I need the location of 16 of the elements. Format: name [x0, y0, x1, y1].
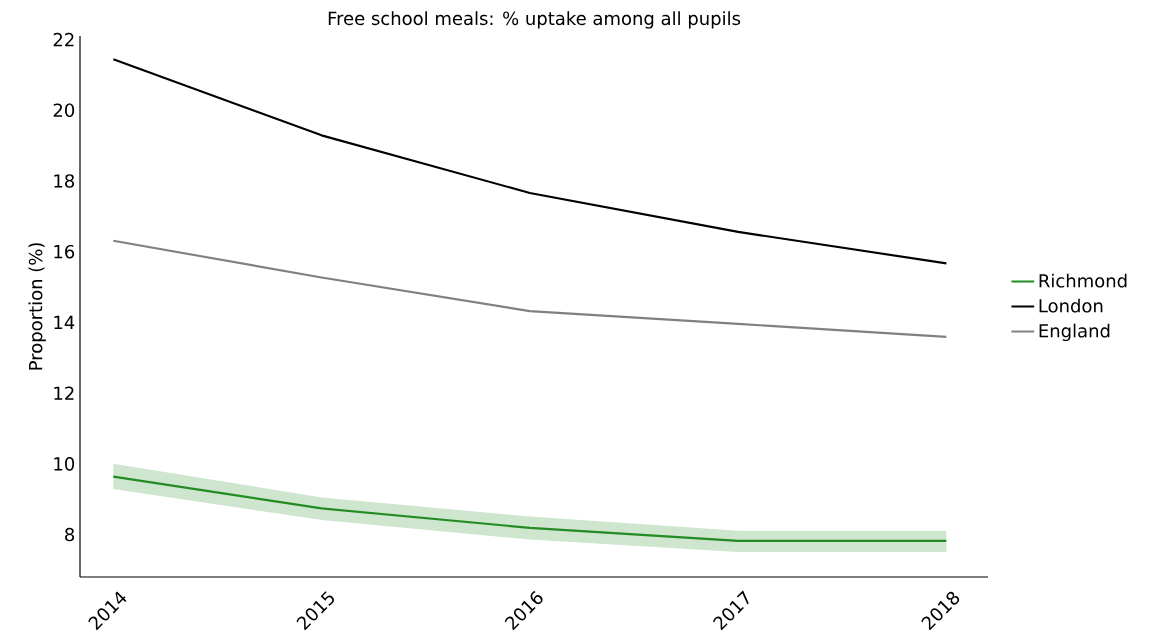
line-series	[112, 58, 948, 265]
y-tick-label: 14	[54, 315, 75, 329]
y-tick-label: 8	[65, 527, 75, 542]
y-tick-label: 10	[54, 457, 75, 471]
legend-label: London	[1039, 298, 1103, 313]
legend-label: England	[1039, 323, 1110, 342]
y-tick-label: 18	[54, 174, 75, 188]
y-tick-label: 20	[53, 103, 75, 118]
y-tick-label: 12	[54, 386, 74, 400]
y-tick-label: 22	[53, 32, 74, 47]
y-axis-title: Proportion (%)	[28, 243, 46, 370]
line-series	[112, 239, 948, 338]
legend-label: Richmond	[1039, 273, 1127, 288]
chart-title: Free school meals: % uptake among all pupils	[328, 11, 741, 29]
line-series	[112, 475, 948, 542]
y-tick-label: 16	[54, 244, 75, 259]
